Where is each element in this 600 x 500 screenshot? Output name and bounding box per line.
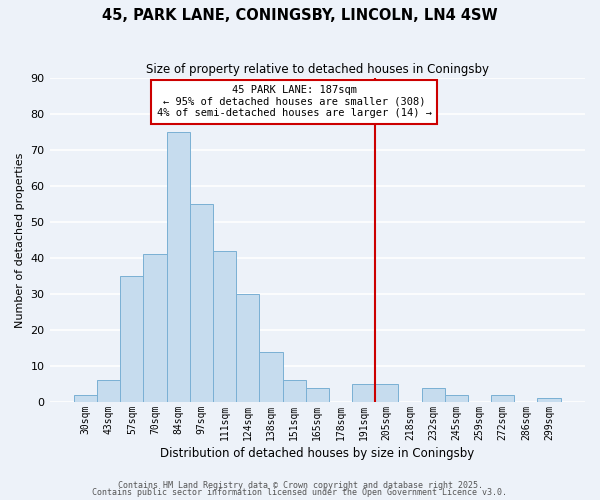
Y-axis label: Number of detached properties: Number of detached properties	[15, 152, 25, 328]
Bar	[167, 132, 190, 402]
Bar	[120, 276, 143, 402]
Text: 45 PARK LANE: 187sqm
← 95% of detached houses are smaller (308)
4% of semi-detac: 45 PARK LANE: 187sqm ← 95% of detached h…	[157, 86, 431, 118]
Title: Size of property relative to detached houses in Coningsby: Size of property relative to detached ho…	[146, 62, 489, 76]
Bar	[422, 388, 445, 402]
Bar	[445, 395, 468, 402]
Bar	[259, 352, 283, 402]
X-axis label: Distribution of detached houses by size in Coningsby: Distribution of detached houses by size …	[160, 447, 475, 460]
Bar	[283, 380, 305, 402]
Text: Contains HM Land Registry data © Crown copyright and database right 2025.: Contains HM Land Registry data © Crown c…	[118, 480, 482, 490]
Text: Contains public sector information licensed under the Open Government Licence v3: Contains public sector information licen…	[92, 488, 508, 497]
Bar	[97, 380, 120, 402]
Bar	[236, 294, 259, 402]
Bar	[213, 251, 236, 402]
Text: 45, PARK LANE, CONINGSBY, LINCOLN, LN4 4SW: 45, PARK LANE, CONINGSBY, LINCOLN, LN4 4…	[102, 8, 498, 22]
Bar	[74, 395, 97, 402]
Bar	[190, 204, 213, 402]
Bar	[143, 254, 167, 402]
Bar	[352, 384, 375, 402]
Bar	[305, 388, 329, 402]
Bar	[491, 395, 514, 402]
Bar	[375, 384, 398, 402]
Bar	[538, 398, 560, 402]
